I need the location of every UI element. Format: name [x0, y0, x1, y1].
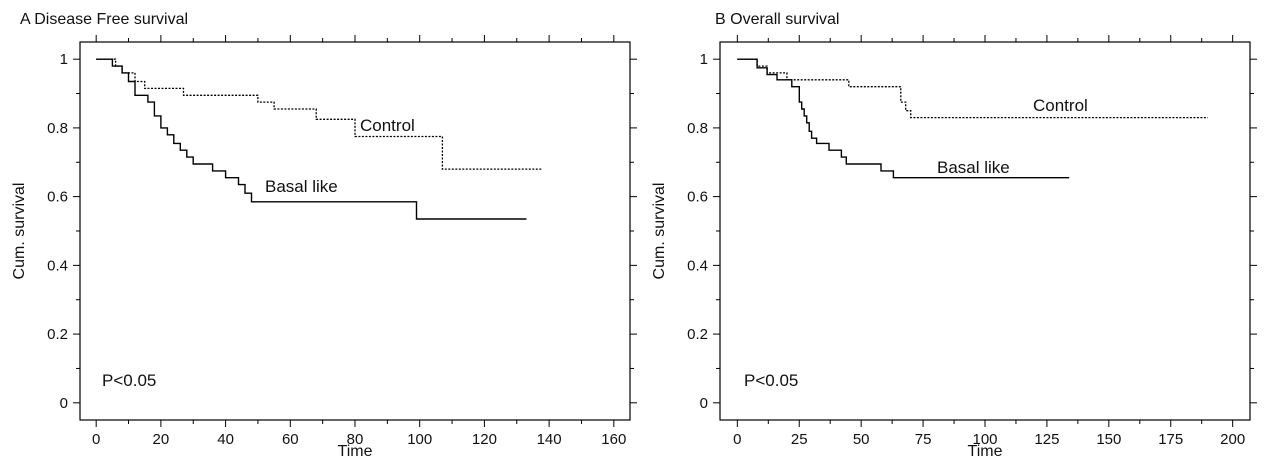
series-label-control: Control — [1033, 96, 1088, 115]
x-tick-label: 20 — [153, 431, 170, 448]
plot-frame — [79, 41, 631, 421]
series-line-basal-like — [96, 58, 527, 220]
y-tick-label: 0.4 — [687, 257, 708, 274]
x-tick-label: 0 — [92, 431, 100, 448]
x-tick-label: 50 — [853, 431, 870, 448]
p-value-annotation: P<0.05 — [744, 371, 798, 390]
x-axis-label: Time — [968, 443, 1003, 460]
y-tick-label: 0 — [60, 395, 68, 412]
y-tick-label: 1 — [700, 51, 708, 68]
y-tick-label: 0 — [700, 395, 708, 412]
x-tick-label: 100 — [407, 431, 432, 448]
x-tick-label: 75 — [915, 431, 932, 448]
x-tick-label: 120 — [472, 431, 497, 448]
series-line-control — [737, 58, 1208, 119]
y-axis-label: Cum. survival — [11, 183, 28, 280]
series-line-control — [96, 58, 543, 170]
y-tick-label: 0.8 — [687, 120, 708, 137]
x-tick-label: 150 — [1096, 431, 1121, 448]
y-tick-label: 0.6 — [687, 189, 708, 206]
x-tick-label: 175 — [1158, 431, 1183, 448]
y-tick-label: 0.2 — [47, 326, 68, 343]
x-tick-label: 40 — [217, 431, 234, 448]
x-tick-label: 0 — [733, 431, 741, 448]
y-tick-label: 0.6 — [47, 189, 68, 206]
x-tick-label: 140 — [537, 431, 562, 448]
x-tick-label: 80 — [347, 431, 364, 448]
y-tick-label: 0.8 — [47, 120, 68, 137]
series-line-basal-like — [737, 58, 1070, 179]
p-value-annotation: P<0.05 — [102, 371, 156, 390]
series-label-basal-like: Basal like — [937, 158, 1010, 177]
y-axis-label: Cum. survival — [651, 183, 668, 280]
x-tick-label: 60 — [282, 431, 299, 448]
panel-title: B Overall survival — [715, 11, 839, 28]
series-label-basal-like: Basal like — [265, 177, 338, 196]
y-tick-label: 0.2 — [687, 326, 708, 343]
x-axis-label: Time — [338, 443, 373, 460]
x-tick-label: 25 — [791, 431, 808, 448]
x-tick-label: 125 — [1034, 431, 1059, 448]
x-tick-label: 100 — [972, 431, 997, 448]
y-tick-label: 0.4 — [47, 257, 68, 274]
panel-a: A Disease Free survival 0 0.2 0.4 0.6 0.8 1 0 20… — [11, 11, 637, 460]
series-label-control: Control — [360, 116, 415, 135]
panel-b: B Overall survival 0 0.2 0.4 0.6 0.8 1 0 25 50 75 1… — [651, 11, 1257, 460]
panel-title: A Disease Free survival — [20, 11, 188, 28]
x-tick-label: 200 — [1220, 431, 1245, 448]
x-tick-label: 160 — [601, 431, 626, 448]
y-tick-label: 1 — [60, 51, 68, 68]
